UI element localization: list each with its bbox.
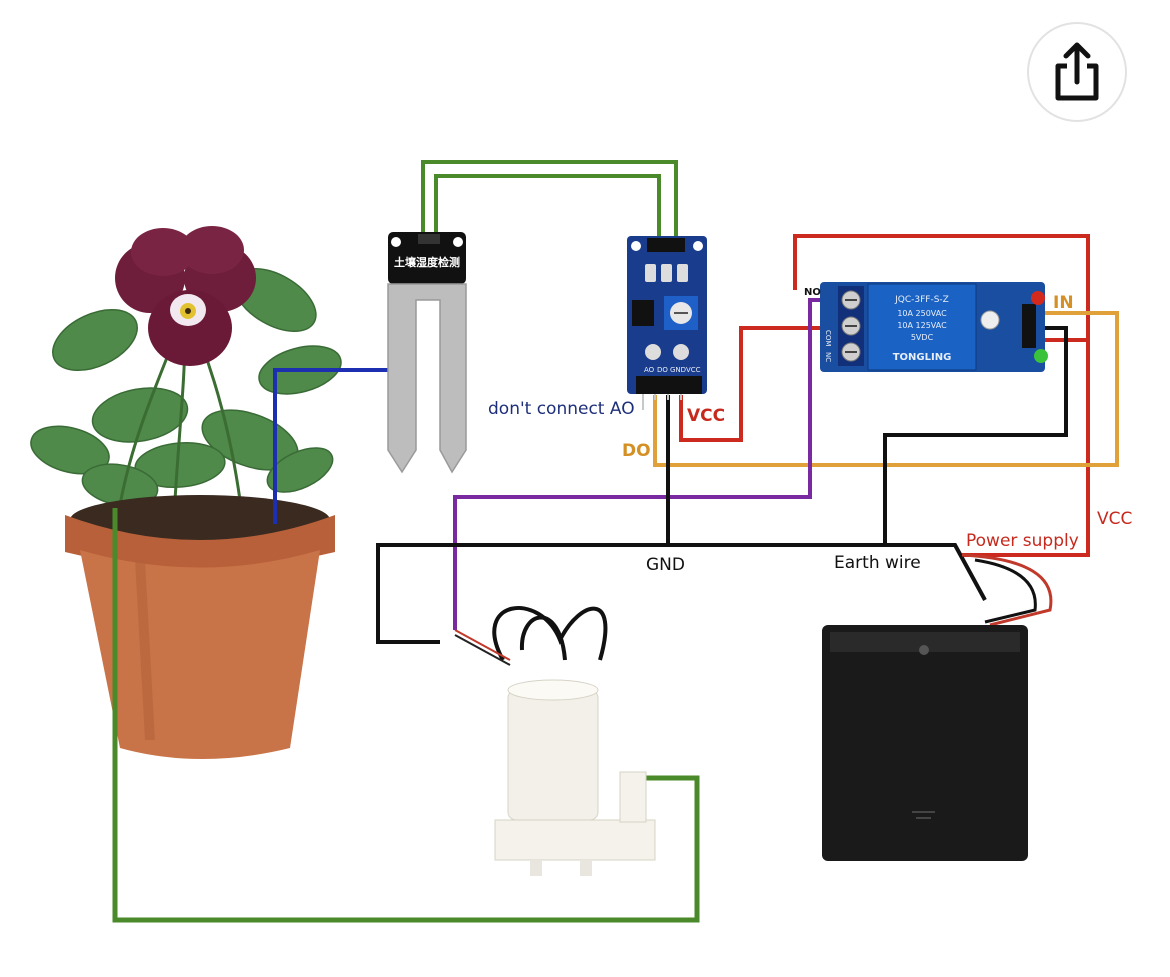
red-wire-module-vcc [679,326,845,442]
red-wire-vcc [793,234,1090,557]
black-wire-main [376,543,987,644]
sensor-module: AO DO GND VCC [627,236,707,410]
relay-vcc-label: VCC [1097,509,1132,529]
do-label: DO [622,441,651,461]
relay-no-label: NO [804,287,821,298]
share-button[interactable] [1027,22,1127,122]
relay-rating-1: 10A 250VAC [897,309,947,318]
power-supply-label: Power supply [966,531,1079,551]
green-water-tube [112,508,700,923]
blue-wire-probe [273,368,388,524]
water-pump [454,605,656,876]
probe-label: 土壤湿度检测 [394,255,460,269]
green-wire-sensor-b [434,174,661,238]
relay-brand: TONGLING [893,352,952,363]
battery-box [822,553,1053,861]
flower-pot-illustration [30,226,342,759]
module-pin-do: DO [657,366,668,374]
relay-rating-2: 10A 125VAC [897,321,947,330]
dont-connect-ao-label: don't connect AO [488,399,635,419]
pansy-flower [115,226,256,366]
gnd-label: GND [646,555,685,575]
relay-rating-3: 5VDC [911,333,934,342]
relay-nc-label: NC [824,352,832,362]
module-pin-ao: AO [644,366,655,374]
in-label: IN [1053,293,1074,313]
earth-wire-label: Earth wire [834,553,921,573]
share-icon [1055,42,1099,101]
relay-model-text: JQC-3FF-S-Z [894,295,949,305]
green-wire-sensor-a [421,160,678,238]
module-pin-gnd: GND [670,366,686,374]
soil-moisture-probe: 土壤湿度检测 [387,232,467,474]
module-vcc-label: VCC [687,406,725,426]
module-pin-vcc: VCC [686,366,701,374]
black-wire-earth [883,326,1068,545]
relay-module: JQC-3FF-S-Z 10A 250VAC 10A 125VAC 5VDC T… [804,282,1048,372]
relay-com-label: COM [824,330,832,346]
relay-screw-terminal [838,286,864,366]
orange-wire-do [653,311,1119,467]
